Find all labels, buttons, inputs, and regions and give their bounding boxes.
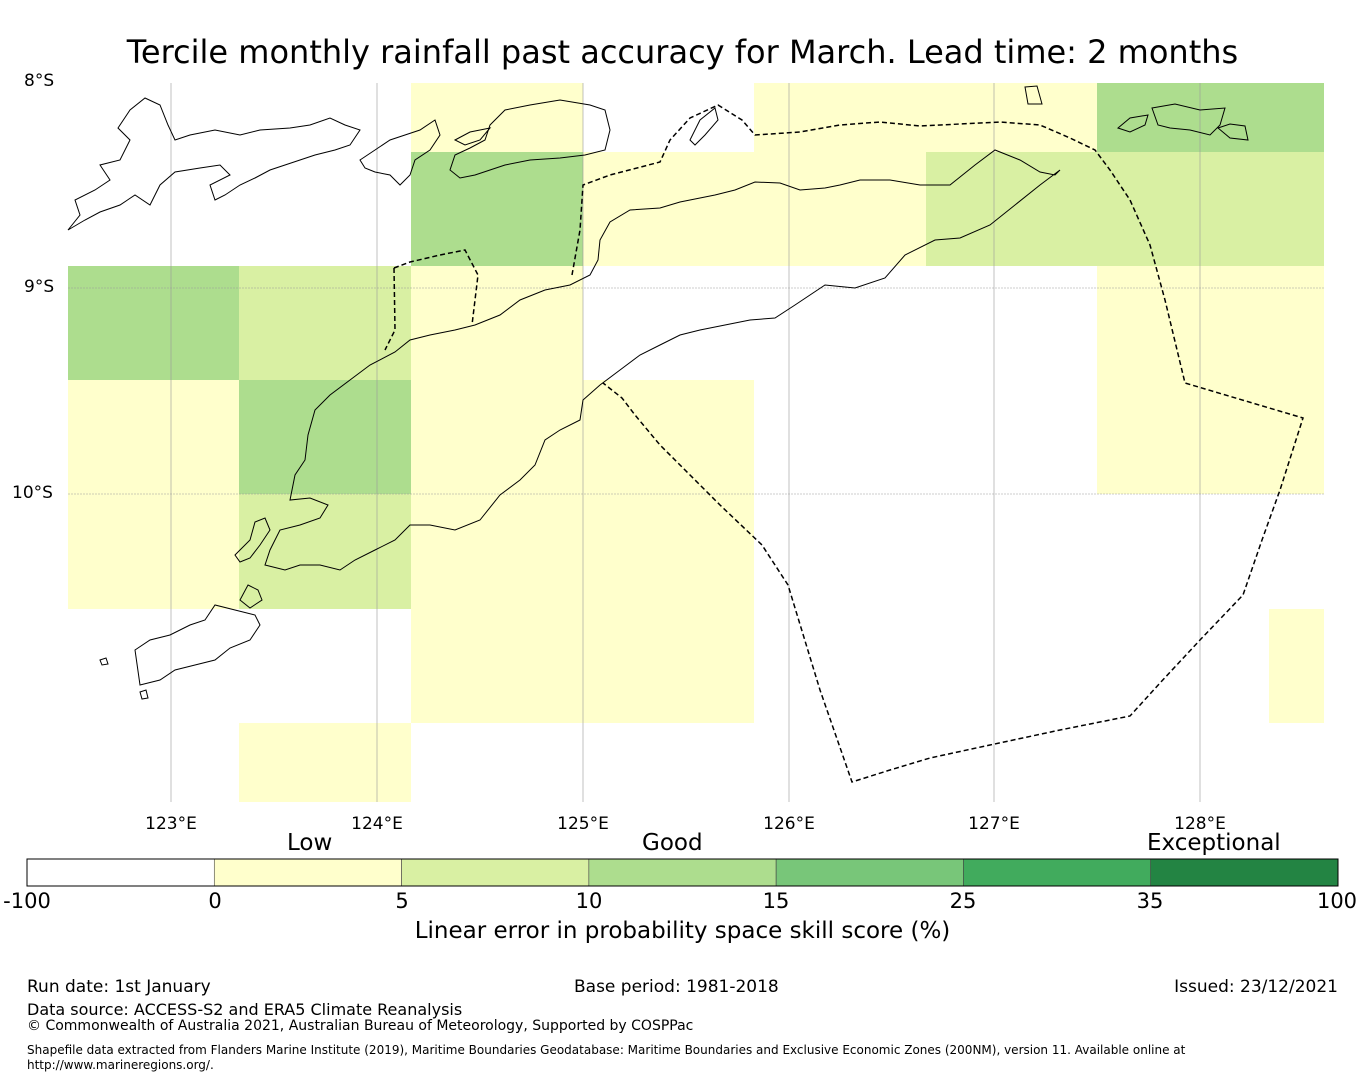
coastlines [67, 85, 1249, 700]
colorbar-segment [588, 858, 777, 887]
lon-label: 125°E [557, 814, 609, 834]
grid-cell [411, 380, 754, 494]
colorbar-label: Linear error in probability space skill … [414, 918, 951, 944]
colorbar-tick: 15 [762, 889, 790, 913]
data-source: Data source: ACCESS-S2 and ERA5 Climate … [27, 1000, 463, 1019]
copyright: © Commonwealth of Australia 2021, Austra… [27, 1018, 694, 1034]
colorbar-segment [401, 858, 590, 887]
lat-label: 10°S [12, 483, 53, 503]
lon-label: 127°E [968, 814, 1020, 834]
shapefile-credit-line1: Shapefile data extracted from Flanders M… [27, 1043, 1186, 1057]
colorbar-segment [775, 858, 964, 887]
grid-cell [926, 152, 1324, 266]
colorbar-tick: -100 [3, 889, 51, 913]
grid-cell [239, 494, 411, 609]
colorbar-tick: 25 [949, 889, 977, 913]
grid-cell [411, 609, 754, 723]
lon-label: 128°E [1174, 814, 1226, 834]
colorbar-segment [213, 858, 402, 887]
grid-cell [68, 266, 239, 380]
colorbar-tick: 5 [395, 889, 409, 913]
colorbar-tick: 10 [575, 889, 603, 913]
shapefile-credit-line2: http://www.marineregions.org/. [27, 1058, 214, 1072]
colorbar-segment [963, 858, 1152, 887]
grid-cell [1097, 380, 1324, 494]
grid-cell [411, 266, 583, 380]
chart-title: Tercile monthly rainfall past accuracy f… [126, 33, 1239, 71]
lat-label: 9°S [24, 277, 55, 297]
colorbar-segments [26, 858, 1339, 887]
grid-cell [68, 380, 239, 494]
grid-cell [411, 152, 583, 266]
run-date: Run date: 1st January [27, 977, 211, 997]
grid-cell [68, 494, 239, 609]
issued-date: Issued: 23/12/2021 [1174, 977, 1338, 997]
colorbar-segment [26, 858, 215, 887]
grid-cell [239, 266, 411, 380]
grid-cell [1269, 609, 1324, 723]
lon-label: 123°E [145, 814, 197, 834]
grid-cell [411, 494, 754, 609]
colorbar-tick: 0 [208, 889, 222, 913]
category-low: Low [287, 830, 333, 856]
graticule [68, 83, 1324, 802]
lat-label: 8°S [24, 71, 55, 91]
colorbar-tick: 100 [1316, 889, 1358, 913]
lon-label: 126°E [763, 814, 815, 834]
grid-cell [239, 380, 411, 494]
maritime-boundary [384, 104, 1304, 783]
shapefile-credit: Shapefile data extracted from Flanders M… [27, 1043, 1327, 1073]
grid-cell [1097, 266, 1324, 380]
skill-grid [68, 83, 1324, 802]
category-good: Good [642, 830, 703, 856]
colorbar-segment [1150, 858, 1339, 887]
grid-cell [239, 723, 411, 802]
colorbar-tick: 35 [1136, 889, 1164, 913]
lon-label: 124°E [351, 814, 403, 834]
base-period: Base period: 1981-2018 [574, 977, 779, 997]
category-exceptional: Exceptional [1147, 830, 1281, 856]
